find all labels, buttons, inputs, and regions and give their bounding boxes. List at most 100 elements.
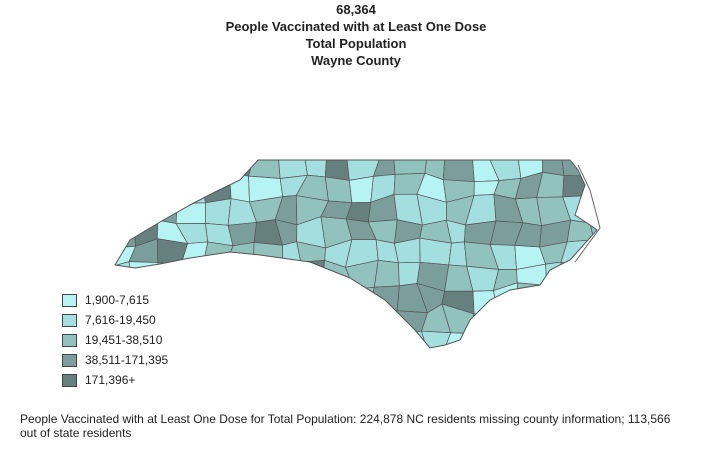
legend-item: 19,451-38,510	[62, 330, 168, 350]
county	[158, 175, 186, 205]
county	[296, 327, 323, 348]
county	[181, 287, 204, 310]
county	[368, 285, 400, 312]
county	[272, 304, 298, 330]
county	[202, 287, 232, 310]
county	[368, 306, 398, 335]
county	[295, 285, 326, 310]
county	[351, 286, 375, 308]
county	[535, 304, 568, 336]
county	[229, 305, 256, 336]
legend-item: 7,616-19,450	[62, 310, 168, 330]
legend-label: 38,511-171,395	[85, 353, 169, 367]
county	[493, 311, 522, 329]
county	[560, 261, 586, 286]
county	[202, 259, 226, 290]
county	[516, 282, 548, 314]
county	[127, 197, 160, 221]
legend-item: 171,396+	[62, 370, 168, 390]
county	[176, 160, 208, 179]
county	[180, 259, 205, 290]
legend-label: 171,396+	[85, 373, 136, 387]
county	[368, 329, 405, 348]
county	[303, 160, 328, 178]
county	[493, 328, 522, 348]
county	[203, 241, 234, 268]
county	[128, 261, 164, 289]
county	[157, 262, 186, 290]
county	[205, 198, 232, 226]
county	[344, 328, 378, 348]
county	[115, 197, 134, 218]
legend-swatch	[62, 353, 77, 367]
county	[176, 328, 206, 348]
county	[253, 260, 284, 289]
title: People Vaccinated with at Least One Dose	[225, 19, 487, 34]
county	[584, 266, 597, 293]
county	[344, 304, 370, 331]
county	[321, 285, 355, 306]
county	[223, 330, 258, 348]
county	[253, 329, 274, 348]
county	[565, 330, 589, 348]
legend-swatch	[62, 373, 77, 387]
county	[115, 216, 137, 249]
county	[201, 172, 232, 204]
county	[589, 193, 597, 226]
legend-label: 1,900-7,615	[85, 293, 150, 307]
county	[585, 239, 597, 271]
county	[321, 303, 352, 330]
county	[584, 285, 597, 314]
county	[224, 265, 260, 290]
county	[584, 327, 597, 348]
county	[584, 307, 597, 332]
county	[348, 175, 374, 204]
value: 68,364	[336, 2, 376, 17]
county	[271, 327, 302, 348]
county	[542, 160, 565, 176]
county	[393, 160, 428, 175]
county	[295, 303, 326, 330]
county	[229, 172, 250, 203]
county	[442, 160, 475, 183]
legend-swatch	[62, 293, 77, 307]
county	[537, 329, 568, 348]
county	[566, 219, 595, 243]
county	[535, 284, 568, 308]
county	[419, 237, 452, 266]
county	[324, 160, 350, 181]
county	[157, 197, 178, 224]
county	[128, 160, 160, 177]
county	[200, 305, 232, 332]
legend-item: 38,511-171,395	[62, 350, 168, 370]
legend-swatch	[62, 313, 77, 327]
county	[545, 261, 564, 286]
county	[200, 328, 231, 348]
legend-label: 19,451-38,510	[85, 333, 163, 347]
county	[277, 160, 308, 179]
county	[586, 160, 597, 180]
county	[175, 202, 206, 224]
legend-swatch	[62, 333, 77, 347]
county	[562, 284, 593, 309]
county	[253, 242, 284, 266]
county	[516, 328, 544, 348]
county	[127, 173, 160, 199]
state-outline	[114, 159, 598, 349]
county	[156, 160, 186, 179]
county	[254, 284, 279, 312]
county	[253, 304, 279, 336]
region: Wayne County	[311, 53, 401, 68]
outer-banks	[574, 164, 601, 263]
county	[518, 306, 544, 331]
legend-item: 1,900-7,615	[62, 290, 168, 310]
county	[561, 160, 589, 177]
county	[275, 284, 304, 310]
county	[373, 259, 400, 288]
county	[421, 330, 452, 348]
footnote: People Vaccinated with at Least One Dose…	[20, 412, 671, 440]
legend: 1,900-7,615 7,616-19,450 19,451-38,510 38,5…	[62, 290, 168, 390]
county	[275, 260, 304, 289]
counties	[115, 160, 597, 348]
